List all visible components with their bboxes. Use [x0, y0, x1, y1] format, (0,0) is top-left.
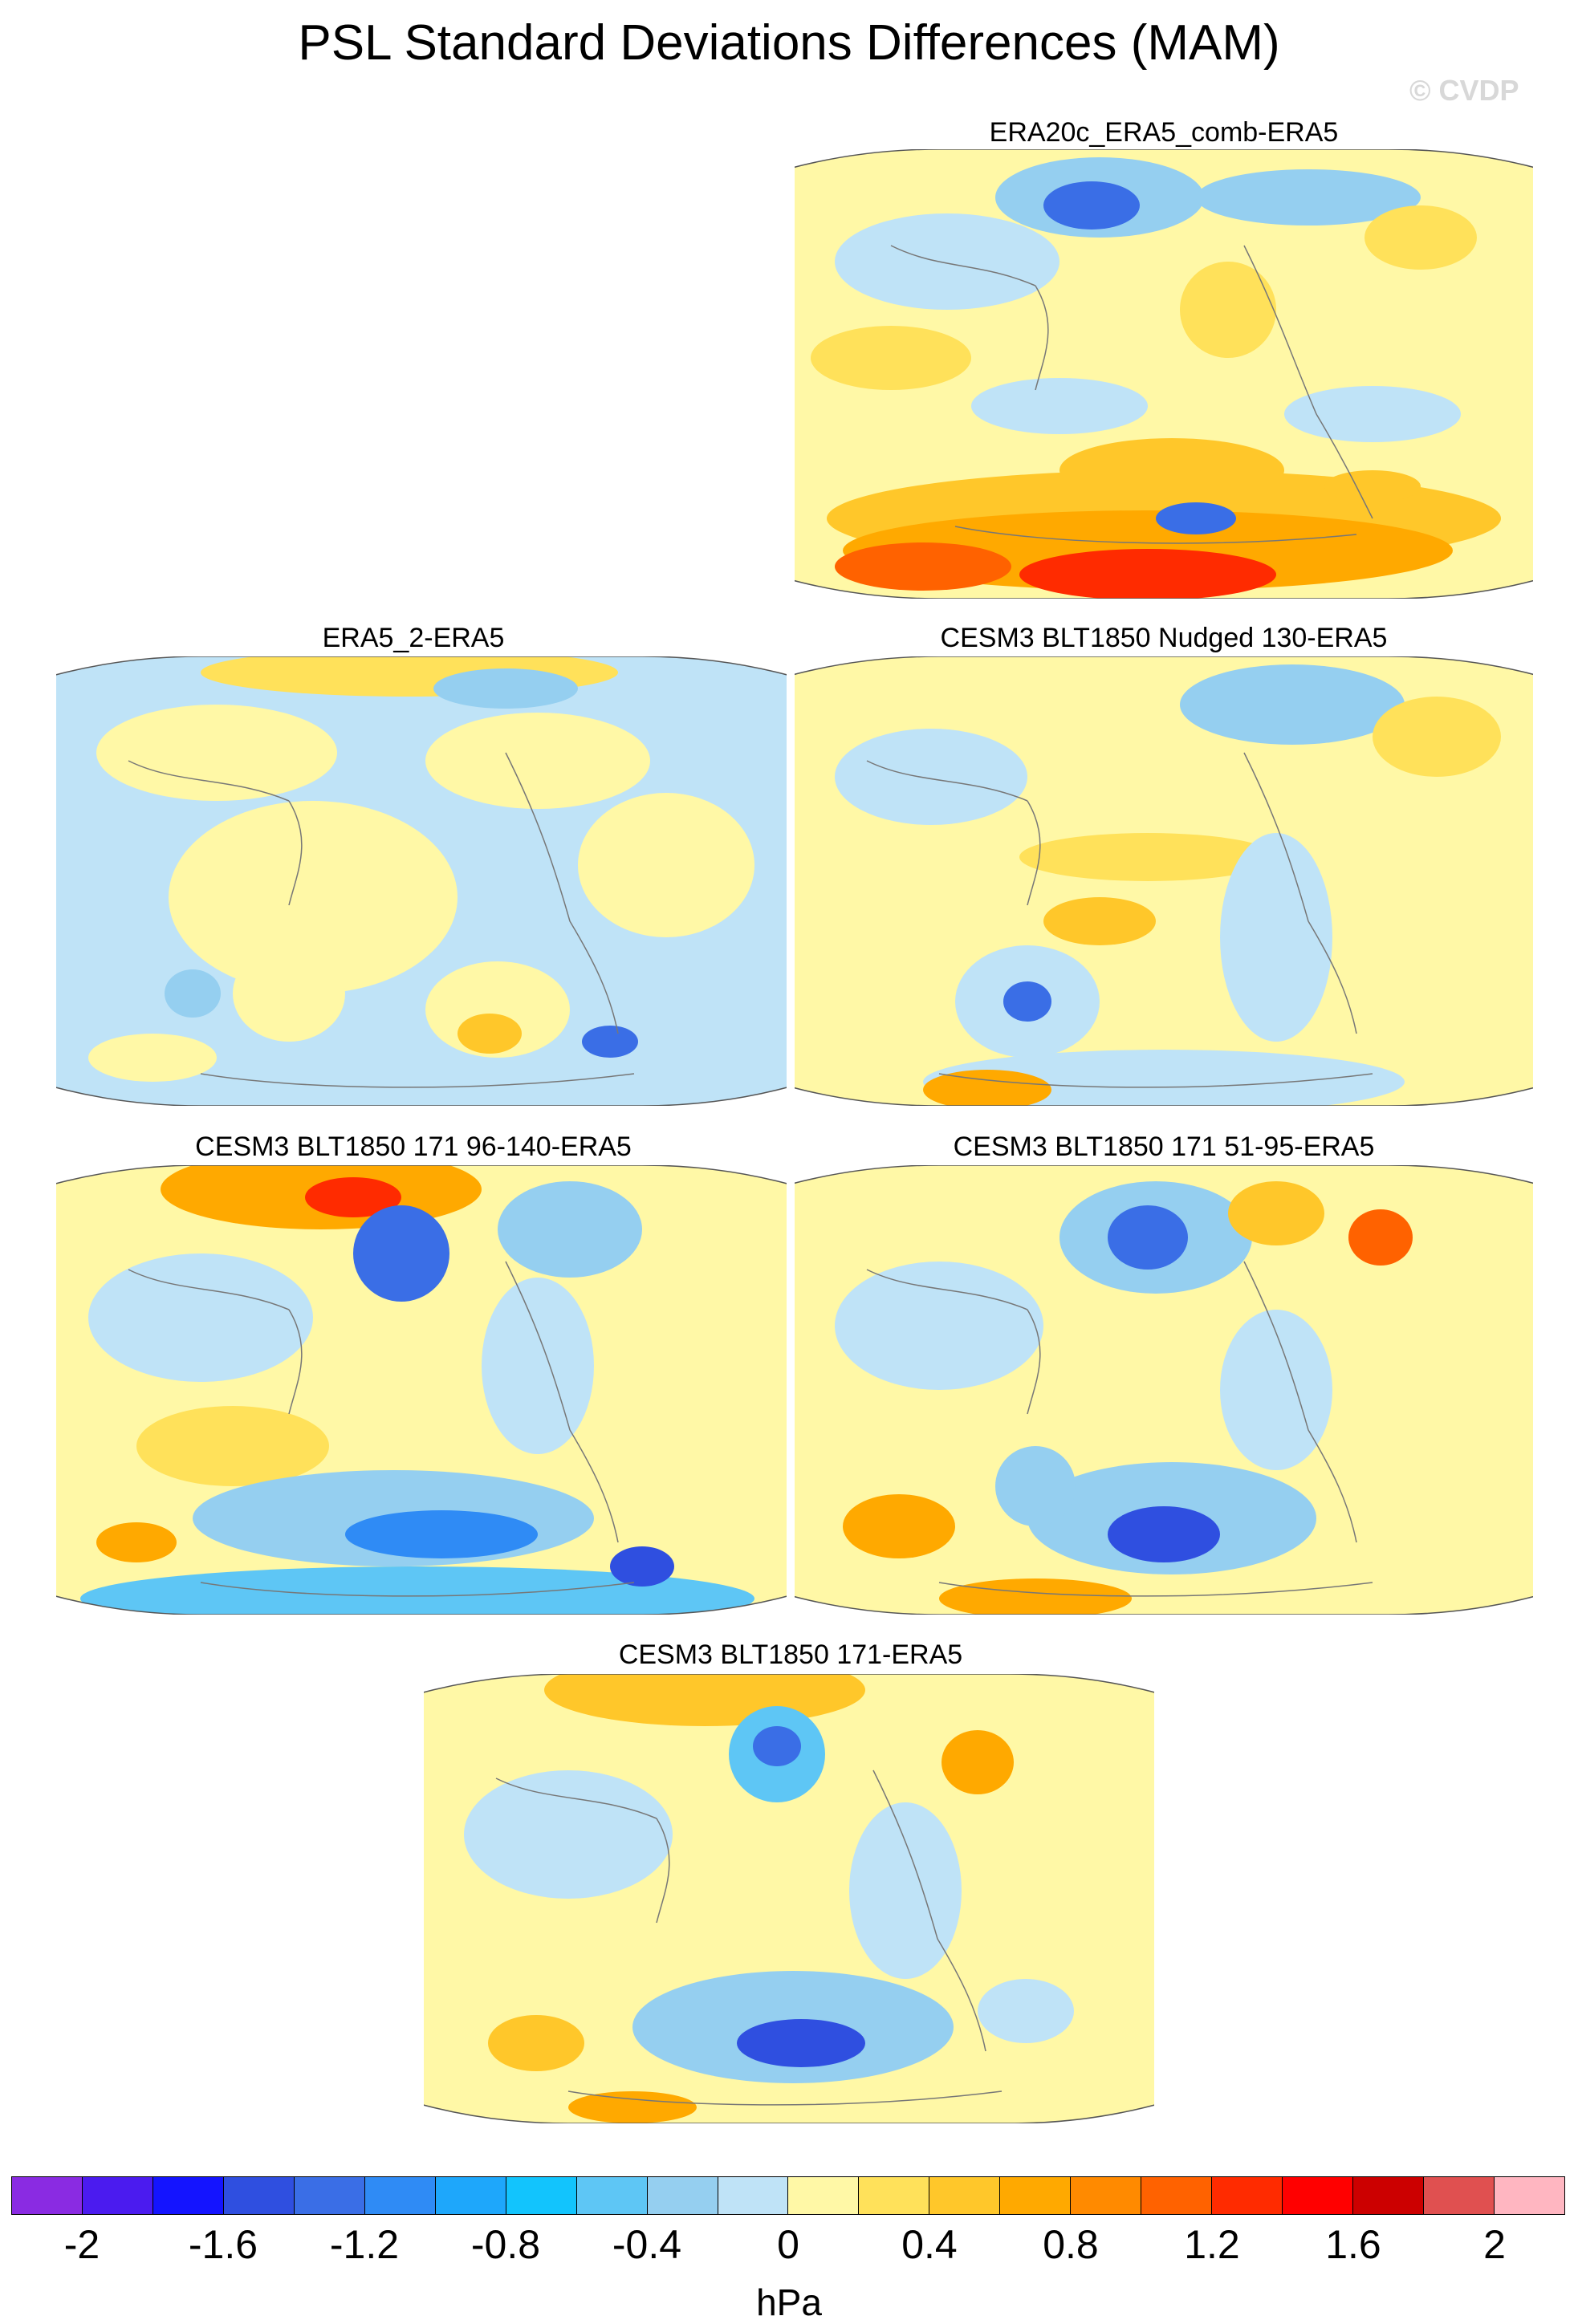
figure-title: PSL Standard Deviations Differences (MAM… [298, 15, 1280, 71]
colorbar-swatch [1283, 2177, 1354, 2214]
colorbar-swatch [153, 2177, 224, 2214]
colorbar-swatch [223, 2177, 295, 2214]
colorbar-tick-label: 2 [1483, 2222, 1506, 2267]
colorbar-swatch [435, 2177, 506, 2214]
colorbar-swatch [1495, 2177, 1564, 2214]
colorbar-tick-label: 1.2 [1184, 2222, 1240, 2267]
colorbar-units: hPa [756, 2281, 822, 2323]
colorbar-tick-label: -2 [63, 2222, 100, 2267]
colorbar-tick-label: -1.6 [188, 2222, 258, 2267]
colorbar-tick-label: -1.2 [329, 2222, 400, 2267]
cvdp-watermark: © CVDP [1409, 74, 1519, 107]
colorbar-tick-label: 0.4 [901, 2222, 958, 2267]
colorbar-swatch [1141, 2177, 1213, 2214]
map-panel-era5-2 [56, 656, 787, 1106]
colorbar-swatch [506, 2177, 577, 2214]
colorbar-swatch [576, 2177, 648, 2214]
colorbar [11, 2176, 1565, 2215]
colorbar-tick-label: 0.8 [1043, 2222, 1099, 2267]
colorbar-swatch [1424, 2177, 1495, 2214]
panel-title-nudged-130: CESM3 BLT1850 Nudged 130-ERA5 [940, 623, 1388, 653]
colorbar-swatch [1000, 2177, 1072, 2214]
colorbar-swatch [718, 2177, 789, 2214]
colorbar-swatch [82, 2177, 153, 2214]
panel-title-171-96-140: CESM3 BLT1850 171 96-140-ERA5 [195, 1132, 632, 1162]
map-panel-171-96-140 [56, 1165, 787, 1615]
colorbar-swatch [788, 2177, 860, 2214]
colorbar-swatch [12, 2177, 83, 2214]
colorbar-swatch [929, 2177, 1001, 2214]
map-panel-nudged-130 [795, 656, 1533, 1106]
colorbar-swatch [647, 2177, 718, 2214]
colorbar-swatch [1353, 2177, 1425, 2214]
panel-title-171: CESM3 BLT1850 171-ERA5 [618, 1639, 963, 1670]
colorbar-swatch [364, 2177, 436, 2214]
colorbar-tick-label: -0.4 [612, 2222, 682, 2267]
panel-title-171-51-95: CESM3 BLT1850 171 51-95-ERA5 [953, 1132, 1375, 1162]
colorbar-tick-label: -0.8 [470, 2222, 541, 2267]
map-panel-era20c [795, 149, 1533, 599]
map-panel-171-51-95 [795, 1165, 1533, 1615]
map-panel-171 [424, 1674, 1154, 2123]
colorbar-swatch [1071, 2177, 1142, 2214]
colorbar-swatch [294, 2177, 365, 2214]
colorbar-swatch [1212, 2177, 1283, 2214]
panel-title-era5-2: ERA5_2-ERA5 [322, 623, 505, 653]
panel-title-era20c: ERA20c_ERA5_comb-ERA5 [989, 117, 1339, 148]
colorbar-tick-label: 1.6 [1325, 2222, 1381, 2267]
colorbar-swatch [859, 2177, 930, 2214]
colorbar-tick-label: 0 [777, 2222, 799, 2267]
